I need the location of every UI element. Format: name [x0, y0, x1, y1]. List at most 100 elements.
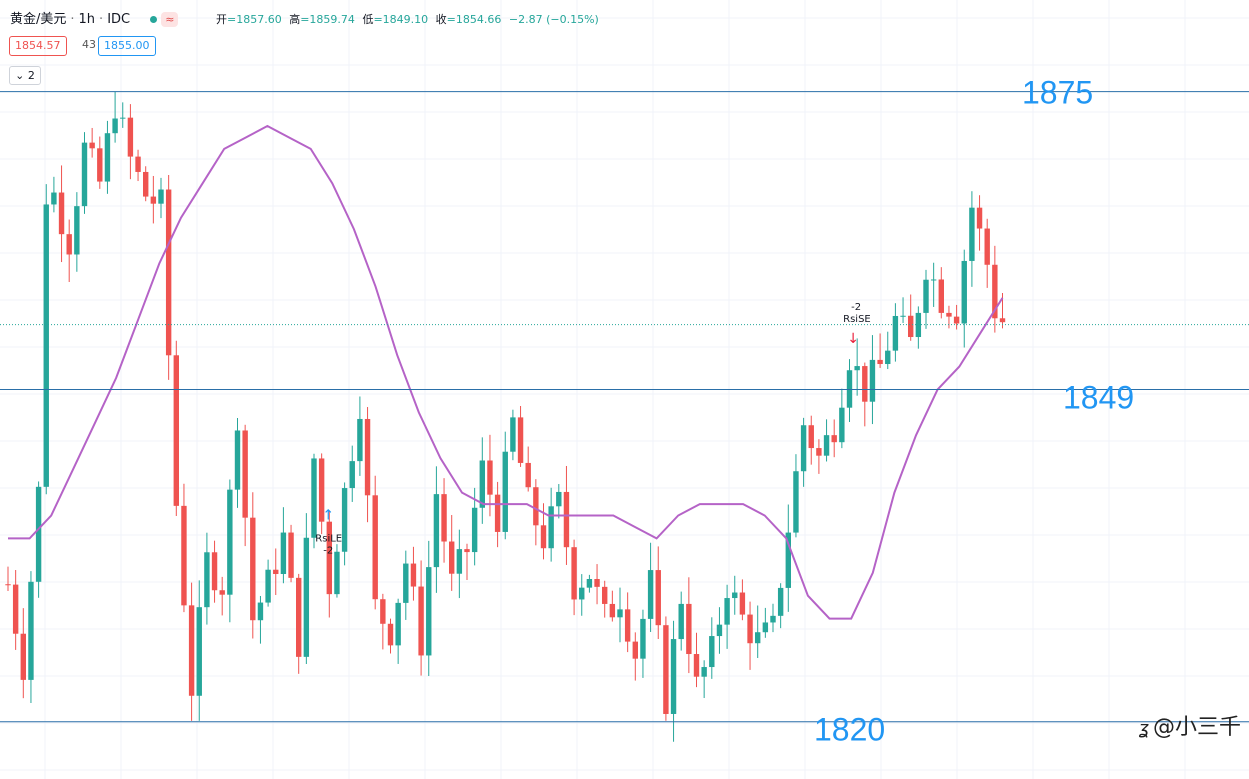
- candle-body: [234, 430, 241, 490]
- exchange: IDC: [107, 12, 131, 27]
- candle-body: [999, 318, 1006, 323]
- candle-body: [120, 117, 126, 119]
- live-data-icon[interactable]: ≈: [161, 12, 179, 27]
- candle-body: [449, 541, 455, 574]
- candle-body: [326, 521, 332, 595]
- candle-body: [387, 623, 394, 646]
- candle-body: [808, 425, 814, 449]
- market-status-dot: [150, 16, 158, 23]
- candle-body: [716, 624, 723, 637]
- watermark: ʓ @小三千: [1138, 715, 1241, 740]
- candle-body: [81, 142, 88, 207]
- candle-body: [663, 625, 669, 714]
- candle-body: [548, 506, 554, 549]
- candle-body: [494, 494, 501, 532]
- candle-body: [908, 315, 914, 338]
- candle-body: [571, 547, 577, 600]
- candle-body: [540, 525, 547, 549]
- candle-body: [403, 563, 409, 603]
- candle-body: [846, 370, 853, 408]
- candle-body: [127, 117, 134, 157]
- candle-body: [273, 569, 279, 575]
- candle-body: [984, 228, 990, 265]
- candle-body: [204, 552, 210, 608]
- candle-body: [5, 584, 11, 586]
- candle-body: [816, 448, 822, 456]
- candle-body: [647, 570, 654, 619]
- interval[interactable]: 1h: [78, 12, 96, 27]
- indicator-collapse-button[interactable]: ⌄ 2: [9, 66, 41, 85]
- candle-body: [709, 636, 715, 668]
- candle-body: [869, 359, 876, 402]
- ohlc-readout: 开=1857.60 高=1859.74 低=1849.10 收=1854.66 …: [216, 13, 599, 26]
- candle-body: [502, 451, 508, 532]
- candle-body: [188, 605, 195, 696]
- candle-body: [839, 407, 845, 443]
- candle-body: [785, 532, 791, 588]
- candle-body: [609, 603, 616, 618]
- symbol-header[interactable]: 黄金/美元 · 1h · IDC ≈: [10, 8, 186, 27]
- candle-body: [747, 614, 753, 644]
- candle-body: [280, 532, 287, 575]
- candle-body: [885, 350, 891, 365]
- candle-body: [831, 435, 837, 443]
- candle-body: [900, 315, 906, 317]
- chevron-down-icon: ⌄: [15, 69, 25, 82]
- candle-body: [410, 563, 417, 587]
- candle-body: [66, 234, 72, 255]
- candle-body: [196, 607, 202, 696]
- candle-body: [372, 495, 378, 600]
- moving-average-line: [8, 124, 1004, 620]
- candle-body: [464, 549, 470, 553]
- candle-body: [227, 489, 233, 595]
- candle-body: [211, 552, 218, 591]
- candle-body: [510, 417, 516, 452]
- level-label: 1875: [1022, 75, 1093, 111]
- candle-body: [586, 579, 593, 588]
- symbol-name[interactable]: 黄金/美元: [10, 12, 67, 27]
- signal-label: RsiSE: [843, 314, 871, 325]
- candle-body: [701, 667, 707, 677]
- candle-body: [74, 206, 80, 255]
- candle-body: [303, 537, 310, 657]
- candle-body: [892, 315, 899, 351]
- candle-body: [563, 491, 570, 548]
- arrow-down-icon: ↓: [847, 331, 859, 347]
- candle-body: [311, 458, 317, 538]
- candle-body: [288, 532, 294, 578]
- candle-body: [112, 118, 118, 134]
- candle-body: [173, 355, 179, 506]
- candle-body: [961, 260, 967, 324]
- candle-body: [533, 487, 539, 526]
- candle-body: [793, 471, 799, 533]
- candle-body: [135, 156, 141, 172]
- candle-body: [724, 598, 730, 625]
- candle-body: [143, 171, 149, 197]
- signal-label: RsiLE: [315, 534, 342, 545]
- candle-body: [104, 133, 111, 182]
- candle-body: [58, 192, 65, 235]
- candle-body: [969, 207, 975, 261]
- candle-body: [602, 586, 608, 604]
- bid-price-button[interactable]: 1854.57: [9, 36, 67, 56]
- candle-body: [923, 279, 929, 313]
- candle-body: [976, 207, 983, 229]
- candle-body: [762, 622, 769, 633]
- candle-body: [594, 579, 600, 587]
- candle-body: [219, 590, 225, 595]
- candle-body: [693, 654, 700, 677]
- candle-body: [686, 603, 692, 655]
- candle-body: [739, 592, 746, 615]
- candle-body: [43, 204, 49, 487]
- arrow-up-icon: ↑: [322, 508, 334, 524]
- candle-body: [678, 603, 684, 640]
- candle-body: [357, 418, 363, 462]
- ask-price-button[interactable]: 1855.00: [98, 36, 156, 56]
- level-label: 1820: [814, 712, 885, 748]
- candle-body: [877, 359, 883, 365]
- candle-body: [992, 264, 998, 319]
- candle-body: [441, 494, 447, 542]
- candle-body: [433, 494, 440, 568]
- candle-body: [89, 142, 95, 149]
